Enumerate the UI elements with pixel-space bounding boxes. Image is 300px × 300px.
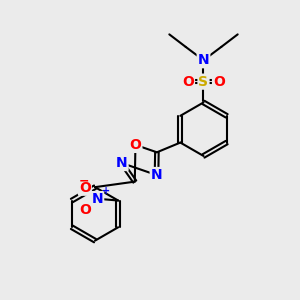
Text: +: + xyxy=(102,186,111,196)
Text: N: N xyxy=(92,192,103,206)
Text: N: N xyxy=(198,53,209,67)
Text: O: O xyxy=(79,203,91,217)
Text: O: O xyxy=(79,181,91,195)
Text: O: O xyxy=(130,138,141,152)
Text: −: − xyxy=(78,175,89,188)
Text: N: N xyxy=(116,156,128,170)
Text: O: O xyxy=(213,75,225,88)
Text: O: O xyxy=(182,75,194,88)
Text: N: N xyxy=(151,168,162,182)
Text: S: S xyxy=(199,75,208,88)
